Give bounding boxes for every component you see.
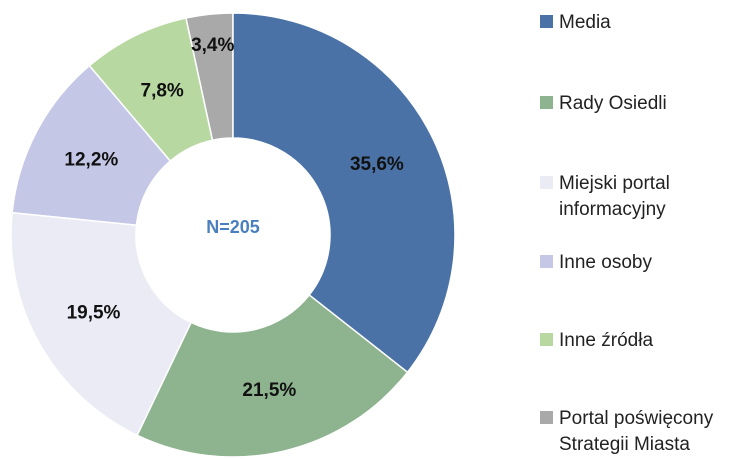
legend-entry: Media [540, 10, 739, 36]
legend-label: Portal poświęcony Strategii Miasta [559, 408, 714, 455]
legend-swatch [540, 176, 553, 189]
legend-entry: Miejski portal informacyjny [540, 171, 739, 223]
legend-label: Miejski portal informacyjny [559, 173, 670, 220]
legend-entry: Rady Osiedli [540, 91, 739, 117]
data-label: 12,2% [64, 150, 118, 171]
donut-slice [11, 64, 172, 227]
donut-slice [10, 211, 193, 437]
legend-swatch [540, 96, 553, 109]
legend-swatch [540, 255, 553, 268]
donut-slice [88, 17, 214, 163]
donut-slice [136, 293, 409, 458]
data-label: 19,5% [67, 302, 121, 323]
legend-label: Rady Osiedli [559, 93, 667, 114]
legend-label: Media [559, 12, 611, 33]
legend-label: Inne źródła [559, 330, 654, 351]
data-label: 21,5% [242, 380, 296, 401]
legend-swatch [540, 333, 553, 346]
legend-entry: Inne osoby [540, 250, 739, 276]
donut-slice [232, 12, 456, 374]
legend-swatch [540, 411, 553, 424]
legend-label: Inne osoby [559, 252, 652, 273]
center-annotation: N=205 [206, 217, 260, 237]
data-label: 7,8% [141, 81, 184, 102]
legend-swatch [540, 15, 553, 28]
data-label: 35,6% [350, 154, 404, 175]
legend-entry: Portal poświęcony Strategii Miasta [540, 406, 739, 458]
data-label: 3,4% [191, 35, 234, 56]
legend-entry: Inne źródła [540, 328, 739, 354]
